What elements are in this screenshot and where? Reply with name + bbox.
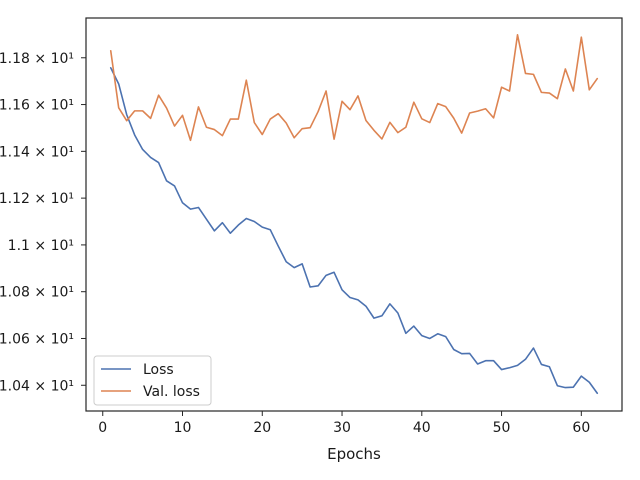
x-tick-label: 30 — [333, 420, 351, 436]
y-tick-label: 1.14 × 10¹ — [0, 144, 74, 160]
x-axis: 0 10 20 30 40 50 60 — [98, 411, 590, 436]
y-tick-label: 1.04 × 10¹ — [0, 378, 74, 394]
plot-area-frame — [85, 17, 623, 412]
x-tick-label: 40 — [413, 420, 431, 436]
x-tick-label: 10 — [174, 420, 192, 436]
plot-lines — [109, 34, 599, 395]
legend-label-val-loss: Val. loss — [143, 384, 200, 400]
series-line-loss — [109, 67, 599, 395]
y-tick-label: 1.06 × 10¹ — [0, 331, 74, 347]
series-line-val-loss — [109, 34, 599, 142]
y-axis: 1.04 × 10¹ 1.06 × 10¹ 1.08 × 10¹ 1.1 × 10¹ 1… — [0, 51, 86, 394]
x-tick-label: 50 — [493, 420, 511, 436]
x-tick-label: 60 — [572, 420, 590, 436]
x-axis-title: Epochs — [327, 445, 381, 463]
y-tick-label: 1.16 × 10¹ — [0, 98, 74, 114]
y-tick-label: 1.12 × 10¹ — [0, 191, 74, 207]
y-tick-label: 1.08 × 10¹ — [0, 285, 74, 301]
y-tick-label: 1.18 × 10¹ — [0, 51, 74, 67]
x-tick-label: 20 — [253, 420, 271, 436]
x-tick-label: 0 — [98, 420, 107, 436]
legend: Loss Val. loss — [93, 355, 212, 406]
y-tick-label: 1.1 × 10¹ — [8, 238, 74, 254]
legend-label-loss: Loss — [143, 362, 174, 378]
